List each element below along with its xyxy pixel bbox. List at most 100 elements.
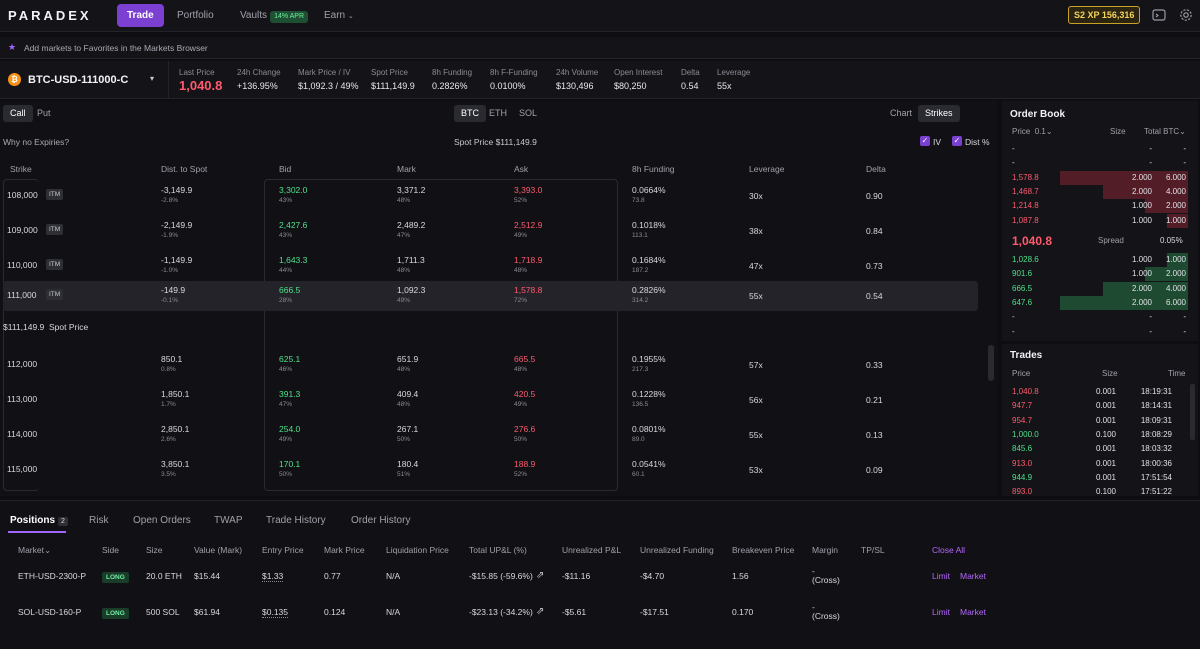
tab-put[interactable]: Put [37,108,51,118]
bid-price-cell[interactable]: 391.3 47% [279,389,300,408]
bid-price-cell[interactable]: 625.1 46% [279,354,300,373]
gear-icon[interactable] [1178,7,1194,23]
bid-row[interactable]: 647.6 2.000 6.000 [1002,295,1190,310]
limit-button[interactable]: Limit [932,571,950,581]
nav-earn[interactable]: Earn ⌄ [314,4,364,27]
bid-row[interactable]: --- [1002,310,1190,324]
ask-row[interactable]: 1,087.8 1.000 1.000 [1002,213,1190,228]
trades-scrollbar[interactable] [1190,384,1195,440]
dist-label: Dist % [965,137,990,147]
funding-rate-sub: 187.2 [632,267,649,274]
market-button[interactable]: Market [960,607,986,617]
funding-rate-cell: 0.0664% 73.8 [632,185,666,204]
tab-strikes[interactable]: Strikes [918,105,960,122]
bid-price-sub: 50% [279,471,293,478]
share-icon[interactable]: ⇗ [536,570,545,581]
strike-row[interactable]: 109,000 ITM -2,149.9 -1.9% 2,427.6 43% 2,489.2… [3,216,978,246]
ask-row[interactable]: --- [1002,156,1190,170]
market-button[interactable]: Market [960,571,986,581]
funding-rate-sub: 136.5 [632,401,649,408]
share-icon[interactable]: ⇗ [536,606,545,617]
ob-price-header[interactable]: Price 0.1⌄ [1012,127,1053,136]
strike-row[interactable]: 110,000 ITM -1,149.9 -1.0% 1,643.3 44% 1,711.3… [3,251,978,281]
ask-row[interactable]: --- [1002,142,1190,156]
dist-to-spot: -2,149.9 [161,220,193,230]
ask-price-cell[interactable]: 188.9 52% [514,459,535,478]
ph-liq: Liquidation Price [386,545,449,555]
position-row[interactable]: ETH-USD-2300-P LONG 20.0 ETH $15.44 $1.33 0.7… [0,565,1200,595]
col-strike: Strike [10,164,32,174]
asset-eth[interactable]: ETH [489,108,507,118]
nav-vaults-label: Vaults [240,10,268,21]
bid-price-cell[interactable]: 2,427.6 43% [279,220,307,239]
chevron-down-icon[interactable]: ▾ [150,74,155,83]
bid-price: 901.6 [1012,269,1033,279]
bid-row[interactable]: 1,028.6 1.000 1.000 [1002,253,1190,267]
nav-vaults[interactable]: Vaults 14% APR [230,4,318,27]
bid-row[interactable]: 901.6 1.000 2.000 [1002,267,1190,282]
nav-trade[interactable]: Trade [117,4,164,27]
bid-price: 3,302.0 [279,185,308,195]
bid-row[interactable]: --- [1002,325,1190,339]
limit-button[interactable]: Limit [932,607,950,617]
position-market[interactable]: ETH-USD-2300-P [18,571,87,581]
delta-value: 0.13 [866,430,883,440]
tab-chart[interactable]: Chart [890,108,913,118]
ask-price-cell[interactable]: 420.5 49% [514,389,535,408]
position-market[interactable]: SOL-USD-160-P [18,607,82,617]
strike-row[interactable]: 113,000 1,850.1 1.7% 391.3 47% 409.4 48% 420.5 4… [3,385,978,415]
order-book-panel: Order Book Price 0.1⌄ Size Total BTC⌄ --… [1002,101,1198,341]
ask-row[interactable]: 1,468.7 2.000 4.000 [1002,184,1190,199]
bid-price-cell[interactable]: 3,302.0 43% [279,185,307,204]
asset-btc[interactable]: BTC [454,105,486,122]
terminal-icon[interactable] [1151,7,1167,23]
ask-price-cell[interactable]: 1,718.9 48% [514,255,542,274]
bid-price-cell[interactable]: 666.5 28% [279,285,300,304]
bid-price-cell[interactable]: 1,643.3 44% [279,255,307,274]
nav-portfolio[interactable]: Portfolio [177,10,214,21]
bid-price-cell[interactable]: 254.0 49% [279,424,300,443]
paradex-logo[interactable]: PARADEX [8,8,92,23]
ask-price-cell[interactable]: 276.6 50% [514,424,535,443]
tab-trade-history[interactable]: Trade History [266,515,326,526]
ask-row[interactable]: 1,578.8 2.000 6.000 [1002,170,1190,185]
tab-positions[interactable]: Positions 2 [10,515,68,526]
asset-sol[interactable]: SOL [519,108,538,118]
strike-row[interactable]: 111,000 ITM -149.9 -0.1% 666.5 28% 1,092.3 49% 1… [3,281,978,311]
tab-risk[interactable]: Risk [89,515,109,526]
strike-row[interactable]: 112,000 850.1 0.8% 625.1 46% 651.9 48% 665.5 48%… [3,350,978,380]
tab-order-history[interactable]: Order History [351,515,411,526]
trade-row: 1,040.8 0.001 18:19:31 [1002,385,1190,399]
tab-open-orders[interactable]: Open Orders [133,515,191,526]
why-no-expiries-link[interactable]: Why no Expiries? [3,137,70,147]
stat-value: 0.0100% [490,81,526,91]
ask-row[interactable]: 1,214.8 1.000 2.000 [1002,199,1190,214]
dist-checkbox[interactable]: ✓ [952,136,962,146]
ph-market[interactable]: Market⌄ [18,545,51,556]
stat-spot-price: Spot Price $111,149.9 [371,68,415,91]
tab-twap[interactable]: TWAP [214,515,243,526]
tab-call[interactable]: Call [3,105,33,122]
strike-row[interactable]: 115,000 3,850.1 3.5% 170.1 50% 180.4 51% 188.9 5… [3,455,978,485]
ask-price-cell[interactable]: 665.5 48% [514,354,535,373]
options-scrollbar[interactable] [988,345,994,381]
stat-label: Spot Price [371,68,408,77]
bid-row[interactable]: 666.5 2.000 4.000 [1002,281,1190,296]
ask-price-cell[interactable]: 3,393.0 52% [514,185,542,204]
xp-badge[interactable]: S2 XP 156,316 [1068,6,1141,24]
ask-price-cell[interactable]: 2,512.9 49% [514,220,542,239]
stat-24h-change: 24h Change +136.95% [237,68,281,91]
position-margin: (Cross) [812,575,840,585]
ob-tick-select[interactable]: 0.1 [1034,127,1046,136]
iv-checkbox[interactable]: ✓ [920,136,930,146]
strike-row[interactable]: 108,000 ITM -3,149.9 -2.8% 3,302.0 43% 3,371.2… [3,181,978,211]
strike-row[interactable]: 114,000 2,850.1 2.6% 254.0 49% 267.1 50% 276.6 5… [3,420,978,450]
ask-total: 2.000 [1165,201,1186,211]
ask-price-cell[interactable]: 1,578.8 72% [514,285,542,304]
position-side: LONG [102,571,129,583]
ob-price-label: Price [1012,127,1031,136]
bid-price-cell[interactable]: 170.1 50% [279,459,300,478]
position-row[interactable]: SOL-USD-160-P LONG 500 SOL $61.94 $0.135 0.12… [0,601,1200,631]
market-selector[interactable]: BTC-USD-111000-C [28,74,129,86]
close-all-button[interactable]: Close All [932,545,966,555]
